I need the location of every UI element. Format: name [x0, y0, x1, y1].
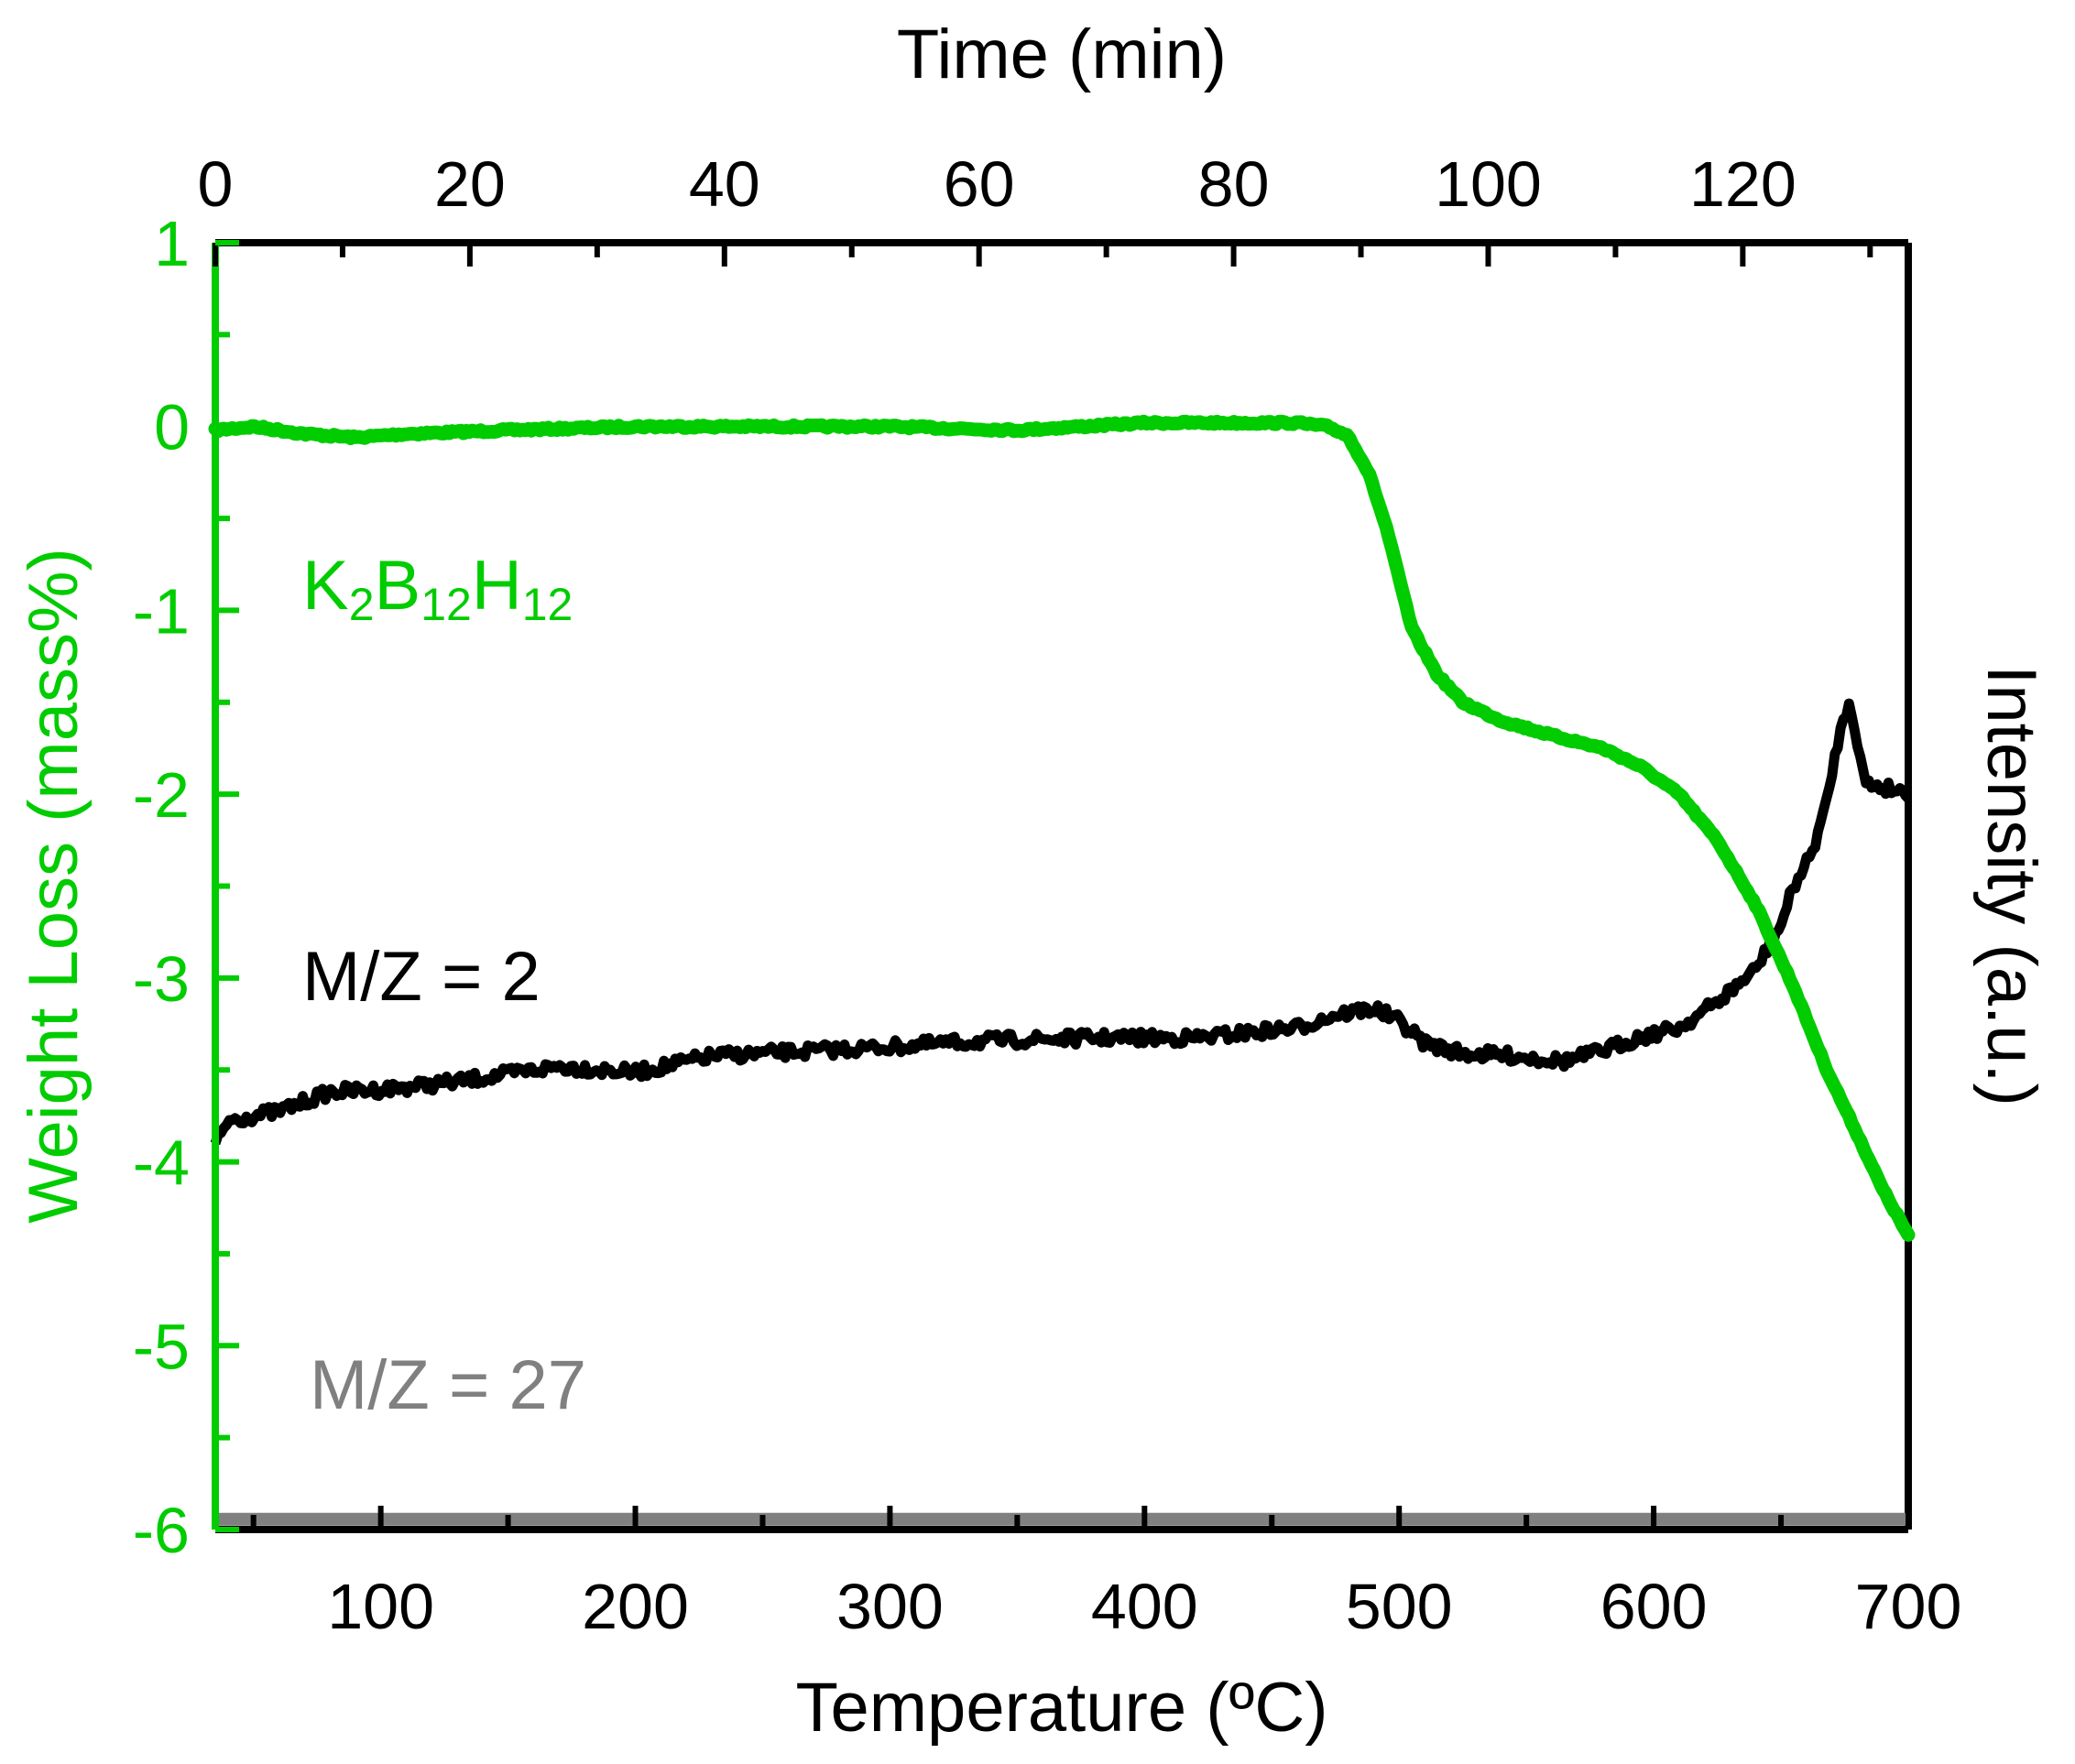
y-tick-label: -1 [133, 575, 190, 647]
x-tick-label: 600 [1600, 1571, 1708, 1642]
x-tick-label: 700 [1855, 1571, 1962, 1642]
annotation-h: H [472, 547, 522, 625]
annotation-k: K [302, 547, 349, 625]
plot-frame [215, 239, 1912, 1533]
y-tick-label: -5 [133, 1311, 190, 1382]
x2-tick-label: 120 [1689, 148, 1797, 220]
annotation-b: B [375, 547, 421, 625]
annotation-sub-12b: 12 [522, 579, 573, 630]
x2-tick-label: 40 [689, 148, 760, 220]
x2-tick-label: 20 [434, 148, 506, 220]
series-line-mz2 [210, 698, 1912, 1146]
x-tick-label: 400 [1091, 1571, 1198, 1642]
x-tick-label: 100 [327, 1571, 434, 1642]
annotation-tga-label: K2B12H12 [302, 547, 573, 630]
y-tick-label: -2 [133, 759, 190, 831]
x2-tick-label: 60 [944, 148, 1015, 220]
x-tick-label: 300 [836, 1571, 944, 1642]
annotation-mz2: M/Z = 2 [302, 938, 541, 1016]
x2-axis-title: Time (min) [897, 16, 1227, 93]
annotation-mz27: M/Z = 27 [310, 1346, 586, 1424]
y2-axis-title: Intensity (a.u.) [1972, 665, 2050, 1106]
y-tick-label: -6 [133, 1495, 190, 1566]
y-tick-label: -4 [133, 1127, 190, 1199]
y-tick-label: -3 [133, 943, 190, 1015]
y-axis-title: Weight Loss (mass%) [15, 548, 93, 1224]
series-line-tga [208, 414, 1916, 1242]
y-tick-label: 0 [154, 392, 190, 463]
x2-tick-label: 100 [1435, 148, 1542, 220]
x2-tick-label: 80 [1198, 148, 1270, 220]
x2-tick-label: 0 [198, 148, 234, 220]
series-layer [208, 414, 1916, 1526]
x-tick-label: 200 [582, 1571, 689, 1642]
x-tick-label: 500 [1346, 1571, 1453, 1642]
annotation-sub-2: 2 [349, 579, 375, 630]
annotation-sub-12a: 12 [420, 579, 472, 630]
x-axis-title: Temperature (ºC) [795, 1669, 1327, 1747]
y-tick-label: 1 [154, 208, 190, 279]
